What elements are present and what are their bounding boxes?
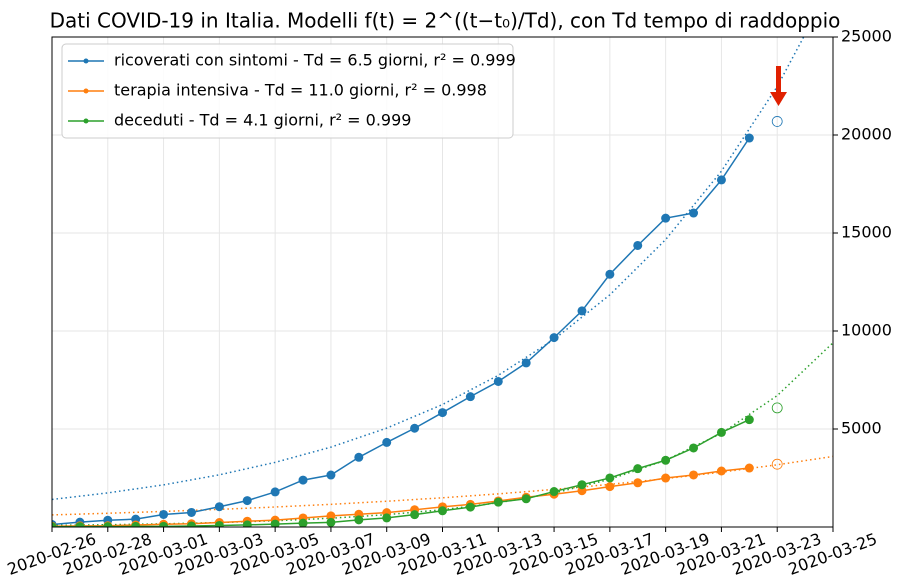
data-point bbox=[298, 518, 308, 527]
data-point bbox=[410, 510, 420, 520]
y-tick-label: 25000 bbox=[841, 27, 892, 46]
data-point bbox=[521, 494, 531, 504]
data-point bbox=[716, 427, 726, 437]
hollow-point bbox=[771, 116, 783, 127]
legend-label: ricoverati con sintomi - Td = 6.5 giorni… bbox=[114, 51, 516, 70]
data-point bbox=[716, 466, 726, 476]
data-point bbox=[270, 519, 280, 527]
data-point bbox=[549, 333, 559, 343]
hollow-point bbox=[771, 402, 783, 414]
data-point bbox=[744, 133, 754, 143]
data-point bbox=[605, 482, 615, 492]
data-point bbox=[410, 423, 420, 433]
data-point bbox=[326, 511, 336, 521]
data-point bbox=[744, 463, 754, 473]
data-point bbox=[270, 487, 280, 497]
data-point bbox=[438, 408, 447, 418]
fit-curve bbox=[52, 37, 805, 501]
data-point bbox=[326, 470, 336, 480]
legend-marker bbox=[83, 118, 89, 124]
legend-box bbox=[61, 43, 514, 139]
hollow-point bbox=[771, 458, 783, 470]
legend-marker bbox=[83, 58, 89, 64]
data-point bbox=[326, 517, 336, 527]
data-point bbox=[186, 521, 196, 527]
y-tick-label: 5000 bbox=[841, 419, 882, 438]
data-point bbox=[633, 478, 643, 488]
data-point bbox=[716, 175, 726, 185]
data-point bbox=[689, 470, 699, 480]
data-point bbox=[633, 464, 643, 474]
data-point bbox=[242, 520, 252, 527]
data-point bbox=[689, 443, 699, 453]
y-tick-label: 15000 bbox=[841, 223, 892, 242]
data-point bbox=[521, 358, 531, 368]
data-point bbox=[661, 213, 671, 223]
data-point bbox=[242, 496, 252, 506]
data-point bbox=[354, 515, 364, 525]
y-tick-label: 10000 bbox=[841, 321, 892, 340]
series-line bbox=[52, 418, 750, 527]
legend-label: terapia intensiva - Td = 11.0 giorni, r²… bbox=[114, 81, 487, 100]
data-point bbox=[465, 502, 475, 512]
data-point bbox=[605, 473, 615, 483]
data-point bbox=[633, 240, 643, 250]
data-point bbox=[493, 497, 503, 507]
data-point bbox=[103, 522, 113, 527]
data-point bbox=[661, 455, 671, 465]
legend-label: deceduti - Td = 4.1 giorni, r² = 0.999 bbox=[114, 111, 411, 130]
data-point bbox=[438, 506, 447, 516]
series-line bbox=[52, 137, 750, 526]
data-point bbox=[159, 509, 169, 519]
data-point bbox=[549, 487, 559, 497]
data-point bbox=[186, 507, 196, 517]
data-point bbox=[214, 520, 224, 527]
data-point bbox=[493, 376, 503, 386]
data-point bbox=[605, 269, 615, 279]
data-point bbox=[354, 452, 364, 462]
data-point bbox=[744, 415, 754, 425]
data-point bbox=[52, 522, 57, 527]
data-point bbox=[689, 208, 699, 218]
data-point bbox=[131, 521, 141, 527]
data-point bbox=[577, 480, 587, 490]
data-point bbox=[465, 392, 475, 402]
arrow-annotation bbox=[770, 66, 787, 106]
data-point bbox=[214, 502, 224, 512]
data-point bbox=[382, 437, 392, 447]
data-point bbox=[75, 522, 85, 527]
data-point bbox=[298, 475, 308, 485]
data-point bbox=[577, 306, 587, 316]
data-point bbox=[159, 521, 169, 527]
chart-title: Dati COVID-19 in Italia. Modelli f(t) = … bbox=[50, 9, 841, 33]
y-tick-label: 20000 bbox=[841, 125, 892, 144]
series-line bbox=[52, 467, 750, 527]
data-point bbox=[382, 513, 392, 523]
legend-marker bbox=[83, 88, 89, 94]
data-point bbox=[661, 473, 671, 483]
